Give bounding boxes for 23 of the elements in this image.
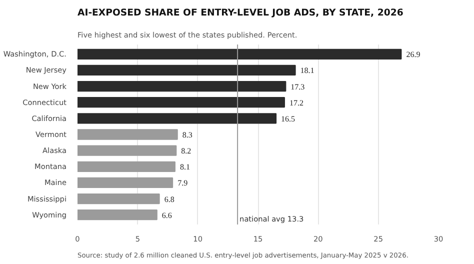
data-label: 8.3 bbox=[182, 130, 192, 140]
bar bbox=[78, 97, 285, 108]
data-label: 8.2 bbox=[181, 146, 192, 156]
bar bbox=[78, 113, 277, 124]
bar bbox=[78, 193, 160, 204]
chart-title: AI-EXPOSED SHARE OF ENTRY-LEVEL JOB ADS, BY STATE, 2026 bbox=[78, 8, 404, 18]
data-label: 16.5 bbox=[281, 114, 296, 124]
bar bbox=[78, 210, 158, 220]
bar bbox=[78, 48, 402, 60]
data-label: 17.3 bbox=[290, 82, 305, 92]
bar bbox=[78, 80, 286, 92]
data-label: 26.9 bbox=[406, 50, 420, 60]
bar bbox=[78, 64, 296, 76]
bar bbox=[78, 177, 174, 188]
data-label: 17.2 bbox=[289, 98, 304, 108]
data-label: 6.6 bbox=[162, 210, 172, 220]
bar bbox=[78, 129, 178, 140]
data-label: 6.8 bbox=[164, 194, 174, 204]
bar bbox=[78, 145, 177, 156]
data-label: 8.1 bbox=[180, 162, 190, 172]
data-label: 18.1 bbox=[300, 66, 314, 76]
data-label: 7.9 bbox=[178, 178, 188, 188]
bar bbox=[78, 161, 176, 172]
